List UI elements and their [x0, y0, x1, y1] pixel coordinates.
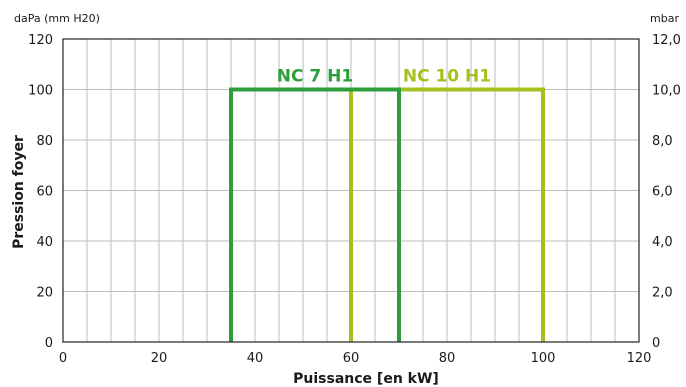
y-right-tick-label: 12,0: [652, 33, 681, 48]
x-tick-label: 80: [439, 351, 456, 366]
y-right-tick-label: 10,0: [652, 84, 681, 99]
y-right-tick-label: 8,0: [652, 134, 673, 149]
x-tick-label: 20: [151, 351, 168, 366]
series-line: [349, 87, 545, 342]
y-tick-label: 0: [45, 336, 53, 351]
series-line: [229, 87, 401, 342]
y-tick-label: 80: [36, 134, 53, 149]
x-tick-label: 100: [531, 351, 556, 366]
y-axis-title: Pression foyer: [11, 135, 27, 249]
y-tick-label: 20: [36, 286, 53, 301]
y-tick-label: 120: [28, 33, 53, 48]
x-tick-label: 60: [343, 351, 360, 366]
series-label: NC 7 H1: [277, 67, 353, 87]
y-unit-left: daPa (mm H20): [14, 12, 100, 25]
x-axis-title: Puissance [en kW]: [293, 371, 439, 387]
plot-frame: [62, 38, 640, 343]
y-tick-label: 60: [36, 185, 53, 200]
y-right-tick-label: 4,0: [652, 235, 673, 250]
x-tick-label: 0: [59, 351, 67, 366]
y-tick-label: 40: [36, 235, 53, 250]
y-right-tick-label: 6,0: [652, 185, 673, 200]
series-layer: [229, 87, 545, 342]
y-unit-right: mbar: [650, 12, 679, 25]
x-tick-label: 120: [627, 351, 652, 366]
x-tick-label: 40: [247, 351, 264, 366]
series-labels: NC 7 H1 NC 10 H1: [277, 67, 491, 87]
y-right-tick-label: 2,0: [652, 286, 673, 301]
y-right-tick-label: 0: [652, 336, 660, 351]
series-label: NC 10 H1: [403, 67, 491, 87]
y-tick-label: 100: [28, 84, 53, 99]
